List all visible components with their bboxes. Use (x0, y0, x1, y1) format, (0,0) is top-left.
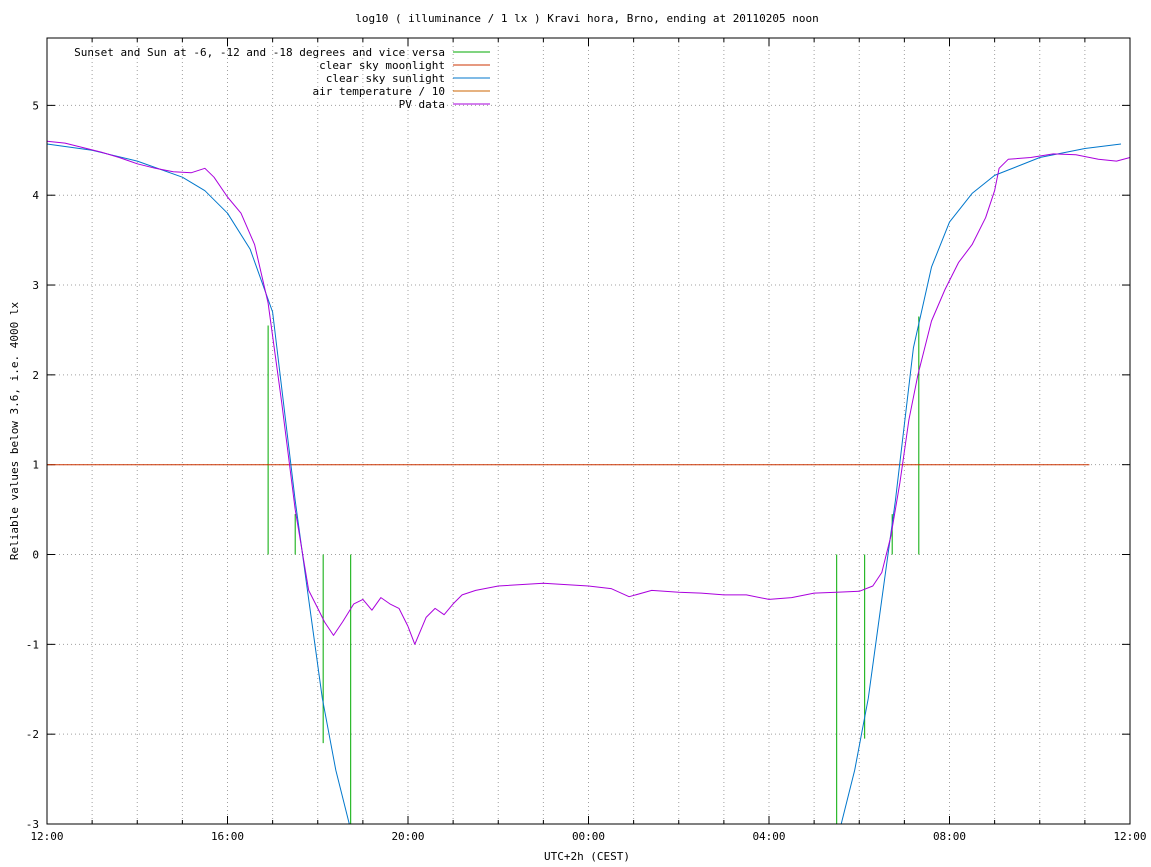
y-tick-label: -1 (26, 638, 39, 651)
legend: Sunset and Sun at -6, -12 and -18 degree… (74, 46, 490, 111)
legend-label: Sunset and Sun at -6, -12 and -18 degree… (74, 46, 445, 59)
legend-label: air temperature / 10 (313, 85, 445, 98)
x-tick-label: 04:00 (752, 830, 785, 843)
x-tick-label: 00:00 (572, 830, 605, 843)
chart-title: log10 ( illuminance / 1 lx ) Kravi hora,… (355, 12, 819, 25)
y-tick-label: 1 (32, 459, 39, 472)
y-tick-label: 5 (32, 99, 39, 112)
x-tick-label: 08:00 (933, 830, 966, 843)
x-tick-label: 20:00 (391, 830, 424, 843)
series-layer (46, 140, 1131, 825)
x-tick-label: 12:00 (1113, 830, 1146, 843)
series-line (46, 140, 1131, 645)
plot-frame (46, 37, 1131, 825)
series-0 (267, 316, 920, 824)
y-tick-label: -2 (26, 728, 39, 741)
x-axis-label: UTC+2h (CEST) (544, 850, 630, 863)
y-tick-label: 3 (32, 279, 39, 292)
axis-ticks: -3 -2 -1 0 1 2 3 4 5 12:00 16:00 20:00 00:00 04:00 08:… (26, 38, 1147, 843)
y-axis-label: Reliable values below 3.6, i.e. 4000 lx (8, 301, 21, 560)
y-tick-label: 4 (32, 189, 39, 202)
y-tick-label: -3 (26, 818, 39, 831)
grid (47, 38, 1130, 824)
x-tick-label: 12:00 (30, 830, 63, 843)
legend-label: clear sky moonlight (319, 59, 445, 72)
x-tick-label: 16:00 (211, 830, 244, 843)
series-4 (46, 140, 1131, 645)
y-tick-label: 2 (32, 369, 39, 382)
y-tick-label: 0 (32, 549, 39, 562)
legend-label: PV data (399, 98, 445, 111)
legend-label: clear sky sunlight (326, 72, 445, 85)
